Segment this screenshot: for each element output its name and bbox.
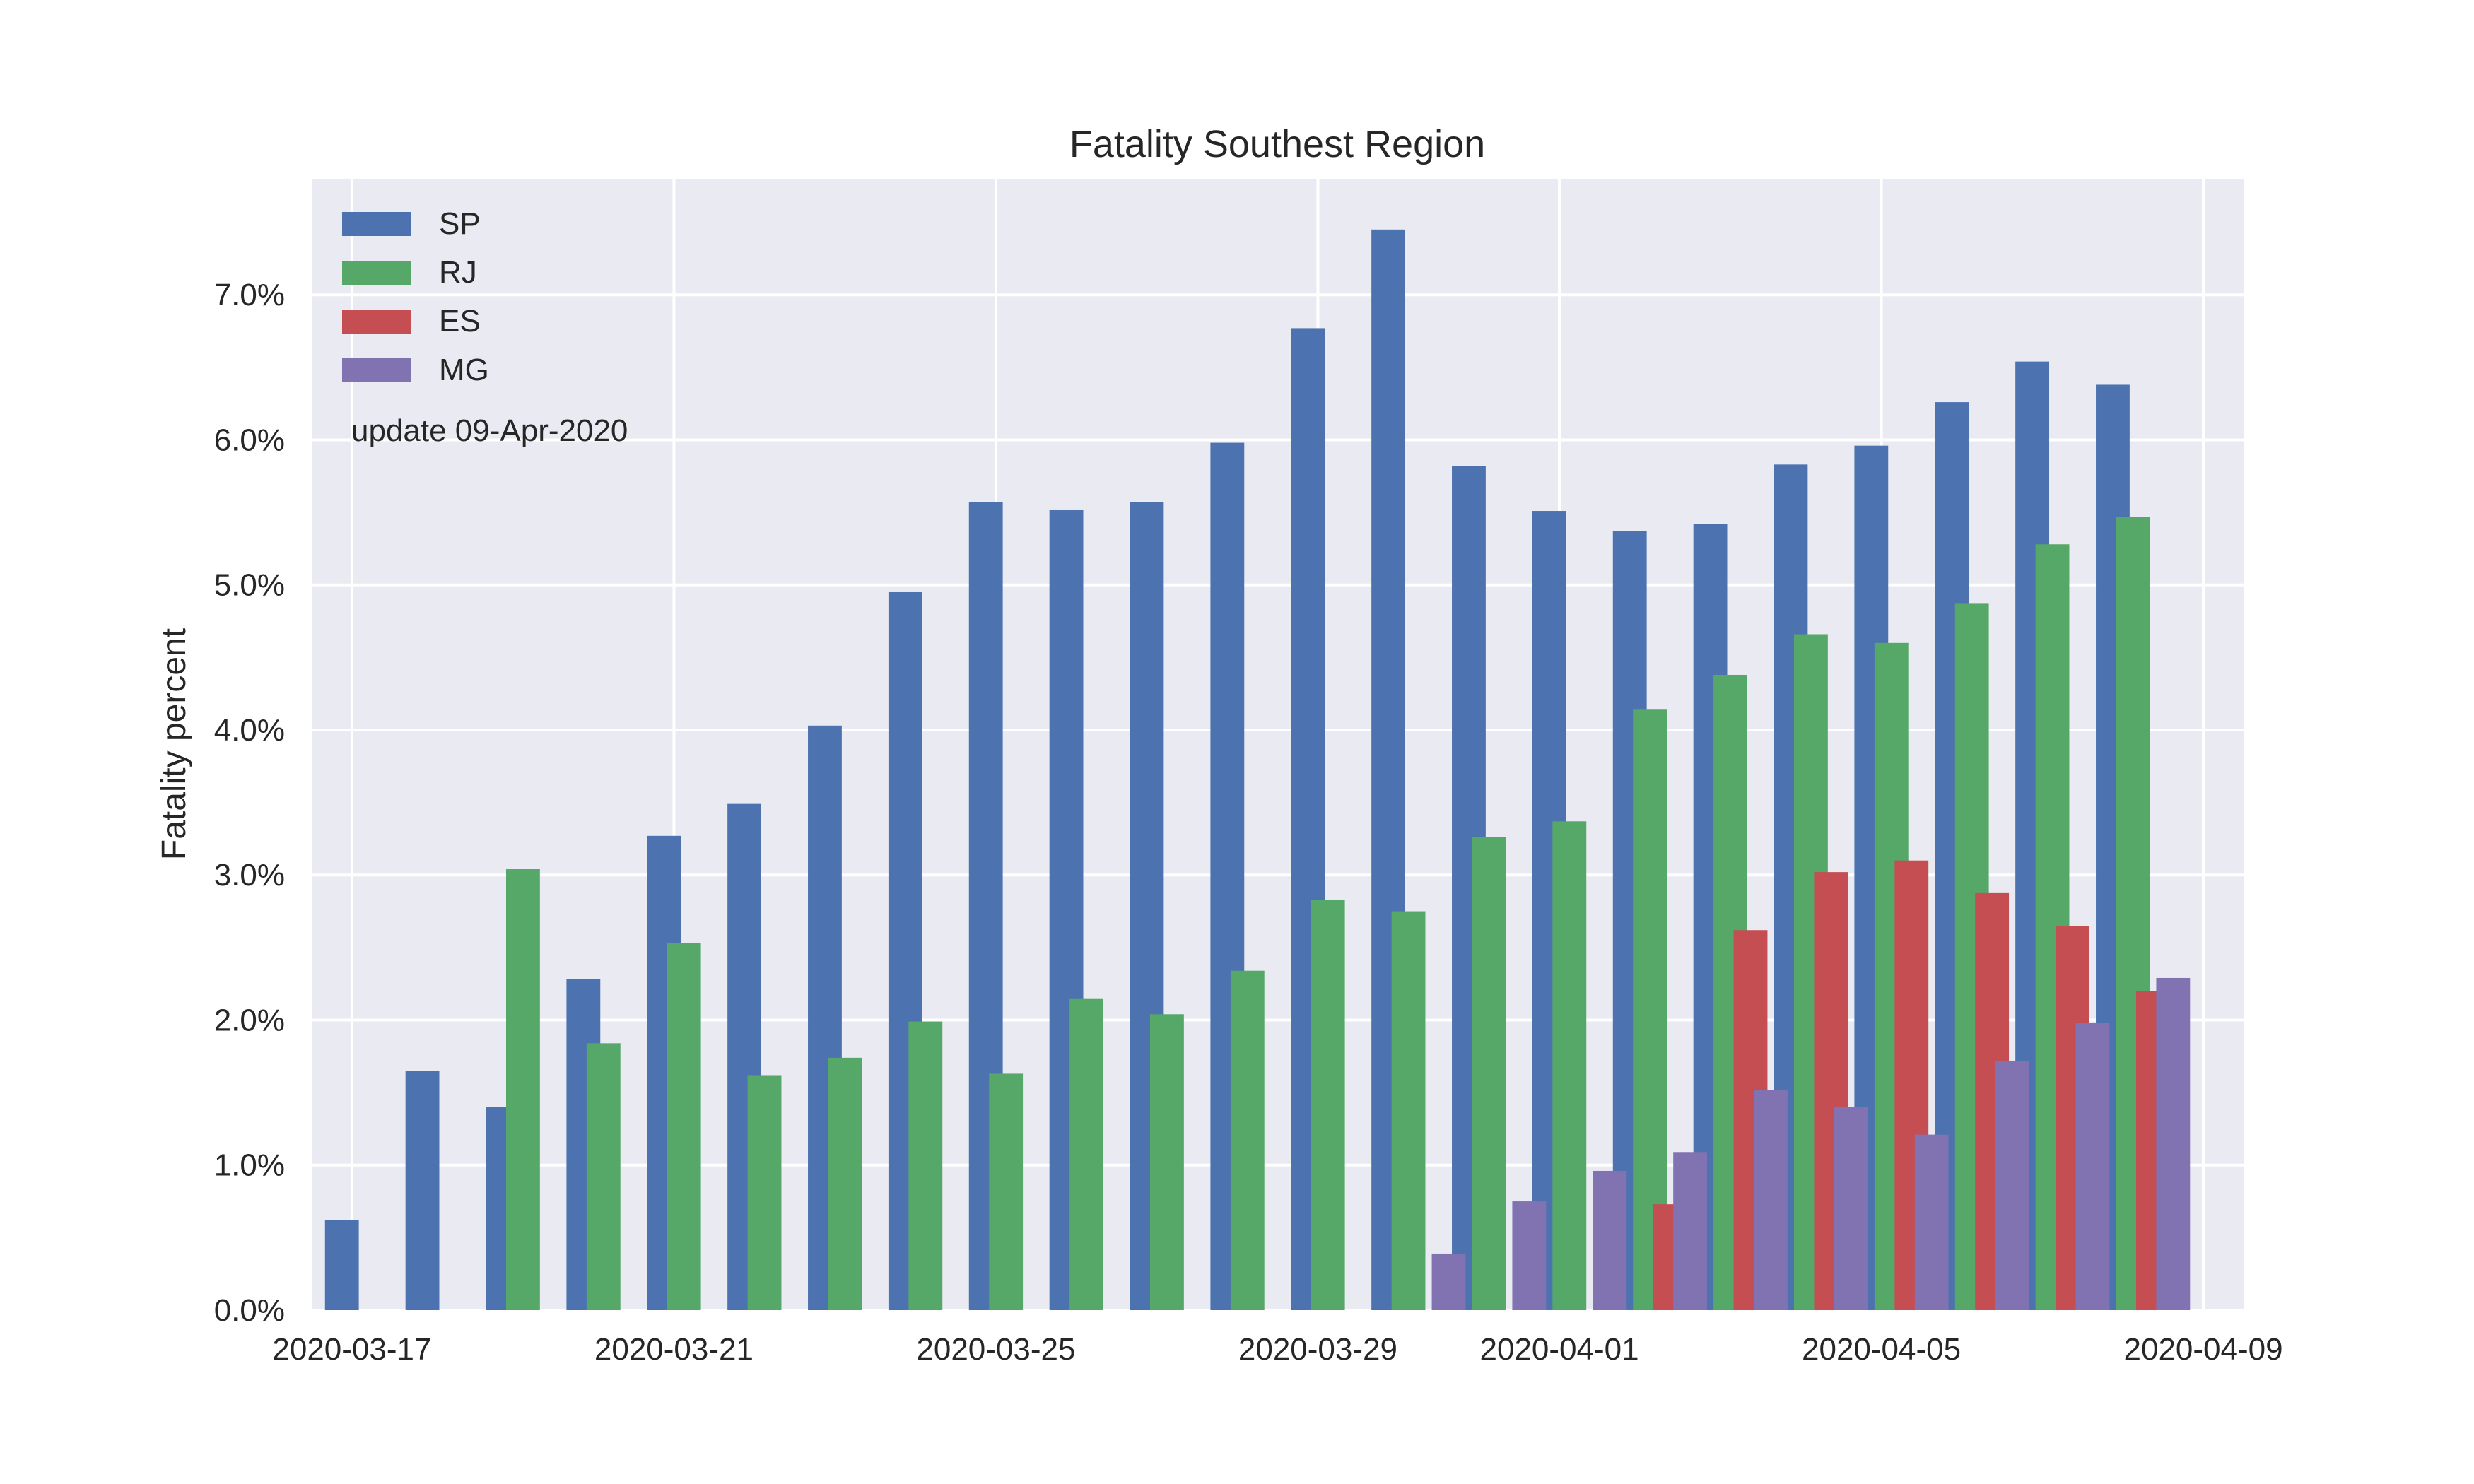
y-axis-ticks: 0.0% 1.0% 2.0% 3.0% 4.0% 5.0% 6.0% 7.0% xyxy=(214,278,285,1328)
update-annotation: update 09-Apr-2020 xyxy=(351,413,628,448)
bar-rj xyxy=(1552,821,1587,1310)
legend-swatch-mg xyxy=(342,358,411,382)
bar-rj xyxy=(667,943,701,1310)
bar-mg xyxy=(1914,1134,1949,1310)
bar-mg xyxy=(1754,1090,1788,1310)
bar-rj xyxy=(908,1021,943,1310)
bar-mg xyxy=(1673,1152,1708,1310)
bar-mg xyxy=(1834,1107,1868,1310)
bar-rj xyxy=(989,1073,1024,1310)
bar-rj xyxy=(586,1043,621,1310)
y-tick-label: 5.0% xyxy=(214,568,285,603)
y-tick-label: 4.0% xyxy=(214,713,285,748)
bar-rj xyxy=(747,1075,782,1310)
bar-rj xyxy=(1311,900,1345,1310)
legend-label-sp: SP xyxy=(439,206,481,241)
y-tick-label: 2.0% xyxy=(214,1003,285,1037)
y-tick-label: 6.0% xyxy=(214,423,285,457)
x-tick-label: 2020-03-17 xyxy=(272,1332,431,1367)
bar-mg xyxy=(2075,1023,2110,1310)
x-axis-ticks: 2020-03-17 2020-03-21 2020-03-25 2020-03-29… xyxy=(272,1332,2282,1367)
x-tick-label: 2020-04-01 xyxy=(1480,1332,1639,1367)
bar-rj xyxy=(1391,911,1426,1310)
bars xyxy=(324,229,2191,1311)
bar-sp xyxy=(324,1220,359,1310)
legend-label-mg: MG xyxy=(439,353,489,387)
legend-label-rj: RJ xyxy=(439,255,477,290)
x-tick-label: 2020-03-21 xyxy=(594,1332,754,1367)
chart-title: Fatality Southest Region xyxy=(1069,123,1485,165)
bar-rj xyxy=(828,1057,862,1310)
legend: SP RJ ES MG xyxy=(342,206,489,387)
bar-rj xyxy=(506,869,540,1310)
legend-swatch-es xyxy=(342,310,411,334)
y-tick-label: 1.0% xyxy=(214,1148,285,1183)
bar-mg xyxy=(1995,1060,2029,1310)
bar-mg xyxy=(1431,1253,1466,1310)
bar-rj xyxy=(1230,970,1265,1310)
x-tick-label: 2020-03-25 xyxy=(916,1332,1075,1367)
y-tick-label: 0.0% xyxy=(214,1293,285,1328)
legend-swatch-rj xyxy=(342,261,411,285)
legend-swatch-sp xyxy=(342,212,411,236)
bar-rj xyxy=(1150,1014,1184,1310)
y-axis-label: Fatality percent xyxy=(156,628,193,860)
bar-mg xyxy=(1593,1170,1627,1310)
bar-mg xyxy=(2156,977,2191,1310)
bar-mg xyxy=(1512,1201,1547,1310)
bar-rj xyxy=(1069,998,1103,1310)
x-tick-label: 2020-04-09 xyxy=(2124,1332,2283,1367)
bar-sp xyxy=(405,1071,440,1310)
y-tick-label: 7.0% xyxy=(214,278,285,312)
legend-label-es: ES xyxy=(439,304,481,338)
x-tick-label: 2020-04-05 xyxy=(1802,1332,1961,1367)
bar-rj xyxy=(1472,837,1506,1310)
x-tick-label: 2020-03-29 xyxy=(1238,1332,1397,1367)
y-tick-label: 3.0% xyxy=(214,858,285,893)
